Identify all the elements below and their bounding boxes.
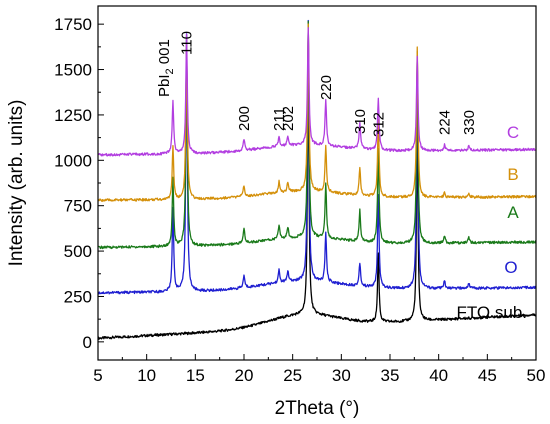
series-label: B: [507, 165, 518, 184]
x-tick-label: 45: [478, 366, 497, 385]
series-a: [98, 20, 536, 250]
series-line: [98, 27, 536, 157]
y-tick-label: 1750: [54, 15, 92, 34]
x-tick-label: 15: [186, 366, 205, 385]
x-tick-label: 25: [283, 366, 302, 385]
series-layer: [98, 19, 536, 340]
series-line: [98, 19, 536, 295]
series-label: FTO sub.: [456, 303, 527, 322]
series-o: [98, 19, 536, 295]
series-label: C: [507, 123, 519, 142]
x-tick-label: 5: [93, 366, 102, 385]
x-tick-label: 30: [332, 366, 351, 385]
y-tick-label: 1500: [54, 61, 92, 80]
y-tick-label: 750: [64, 197, 92, 216]
x-axis-title: 2Theta (°): [275, 398, 360, 419]
x-tick-label: 20: [235, 366, 254, 385]
series-c: [98, 27, 536, 157]
peak-label: 200: [236, 106, 253, 131]
y-tick-label: 500: [64, 242, 92, 261]
peak-label: PbI2 001: [156, 39, 176, 97]
series-labels: FTO sub. O AB C: [456, 123, 527, 322]
peak-label: 312: [370, 112, 387, 137]
x-tick-label: 10: [137, 366, 156, 385]
peak-label: 310: [352, 109, 369, 134]
peak-label: 330: [461, 110, 478, 135]
y-tick-label: 1250: [54, 106, 92, 125]
series-label: O: [504, 258, 517, 277]
series-line: [98, 23, 536, 202]
series-line: [98, 20, 536, 250]
y-axis-title: Intensity (arb. units): [6, 100, 27, 267]
series-label: A: [507, 203, 519, 222]
peak-label: 211: [271, 107, 288, 131]
peak-label: 110: [179, 31, 196, 55]
x-tick-label: 40: [429, 366, 448, 385]
y-tick-label: 1000: [54, 151, 92, 170]
peak-label: 224: [437, 110, 454, 135]
peak-label: 202: [280, 106, 297, 131]
y-tick-label: 0: [83, 333, 92, 352]
peak-label: 220: [318, 75, 335, 100]
x-tick-label: 35: [381, 366, 400, 385]
series-fto-sub: [98, 60, 536, 340]
y-axis: 0 250 500 750 1000 1250 1500 1750: [54, 15, 104, 352]
y-tick-label: 250: [64, 287, 92, 306]
series-line: [98, 60, 536, 340]
series-b: [98, 23, 536, 202]
x-tick-label: 50: [527, 366, 546, 385]
x-axis: 5 10 15 20 25 30 35 40 45 50: [93, 354, 545, 385]
